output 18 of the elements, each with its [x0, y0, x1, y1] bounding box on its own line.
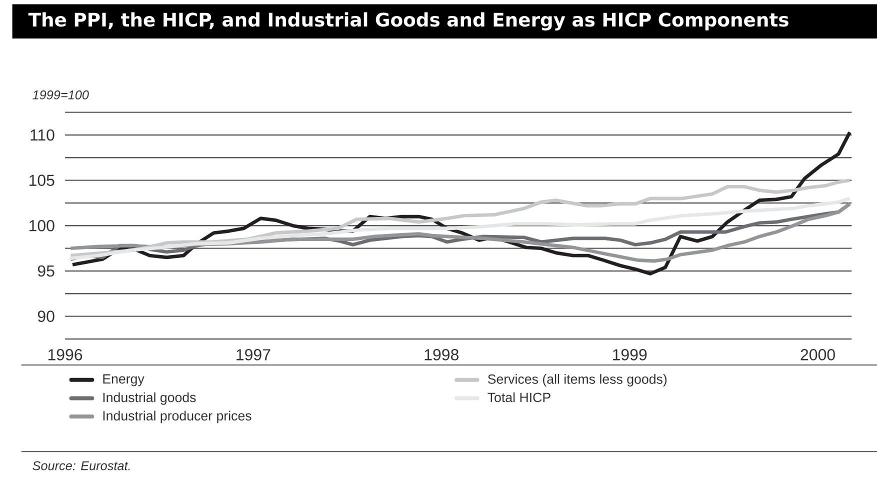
- x-tick-label: 1996: [48, 349, 82, 360]
- chart-title: The PPI, the HICP, and Industrial Goods and Energy as HICP Components: [28, 12, 788, 30]
- y-tick-label: 95: [38, 265, 54, 277]
- y-tick-label: 105: [29, 174, 54, 186]
- y-tick-label: 90: [38, 310, 54, 322]
- legend-label: Industrial goods: [103, 392, 196, 405]
- legend-label: Energy: [103, 374, 144, 386]
- x-tick-label: 1998: [424, 349, 458, 360]
- x-tick-label: 1997: [236, 349, 270, 360]
- source-note: Source: Eurostat.: [32, 461, 130, 470]
- y-tick-label: 100: [29, 220, 54, 232]
- legend-label: Total HICP: [488, 392, 550, 402]
- y-tick-label: 110: [30, 129, 54, 141]
- legend-label: Services (all items less goods): [488, 374, 667, 386]
- legend-label: Industrial producer prices: [103, 410, 252, 424]
- x-tick-label: 1999: [613, 349, 647, 360]
- y-axis-title: 1999=100: [32, 90, 89, 100]
- x-tick-label: 2000: [800, 349, 835, 360]
